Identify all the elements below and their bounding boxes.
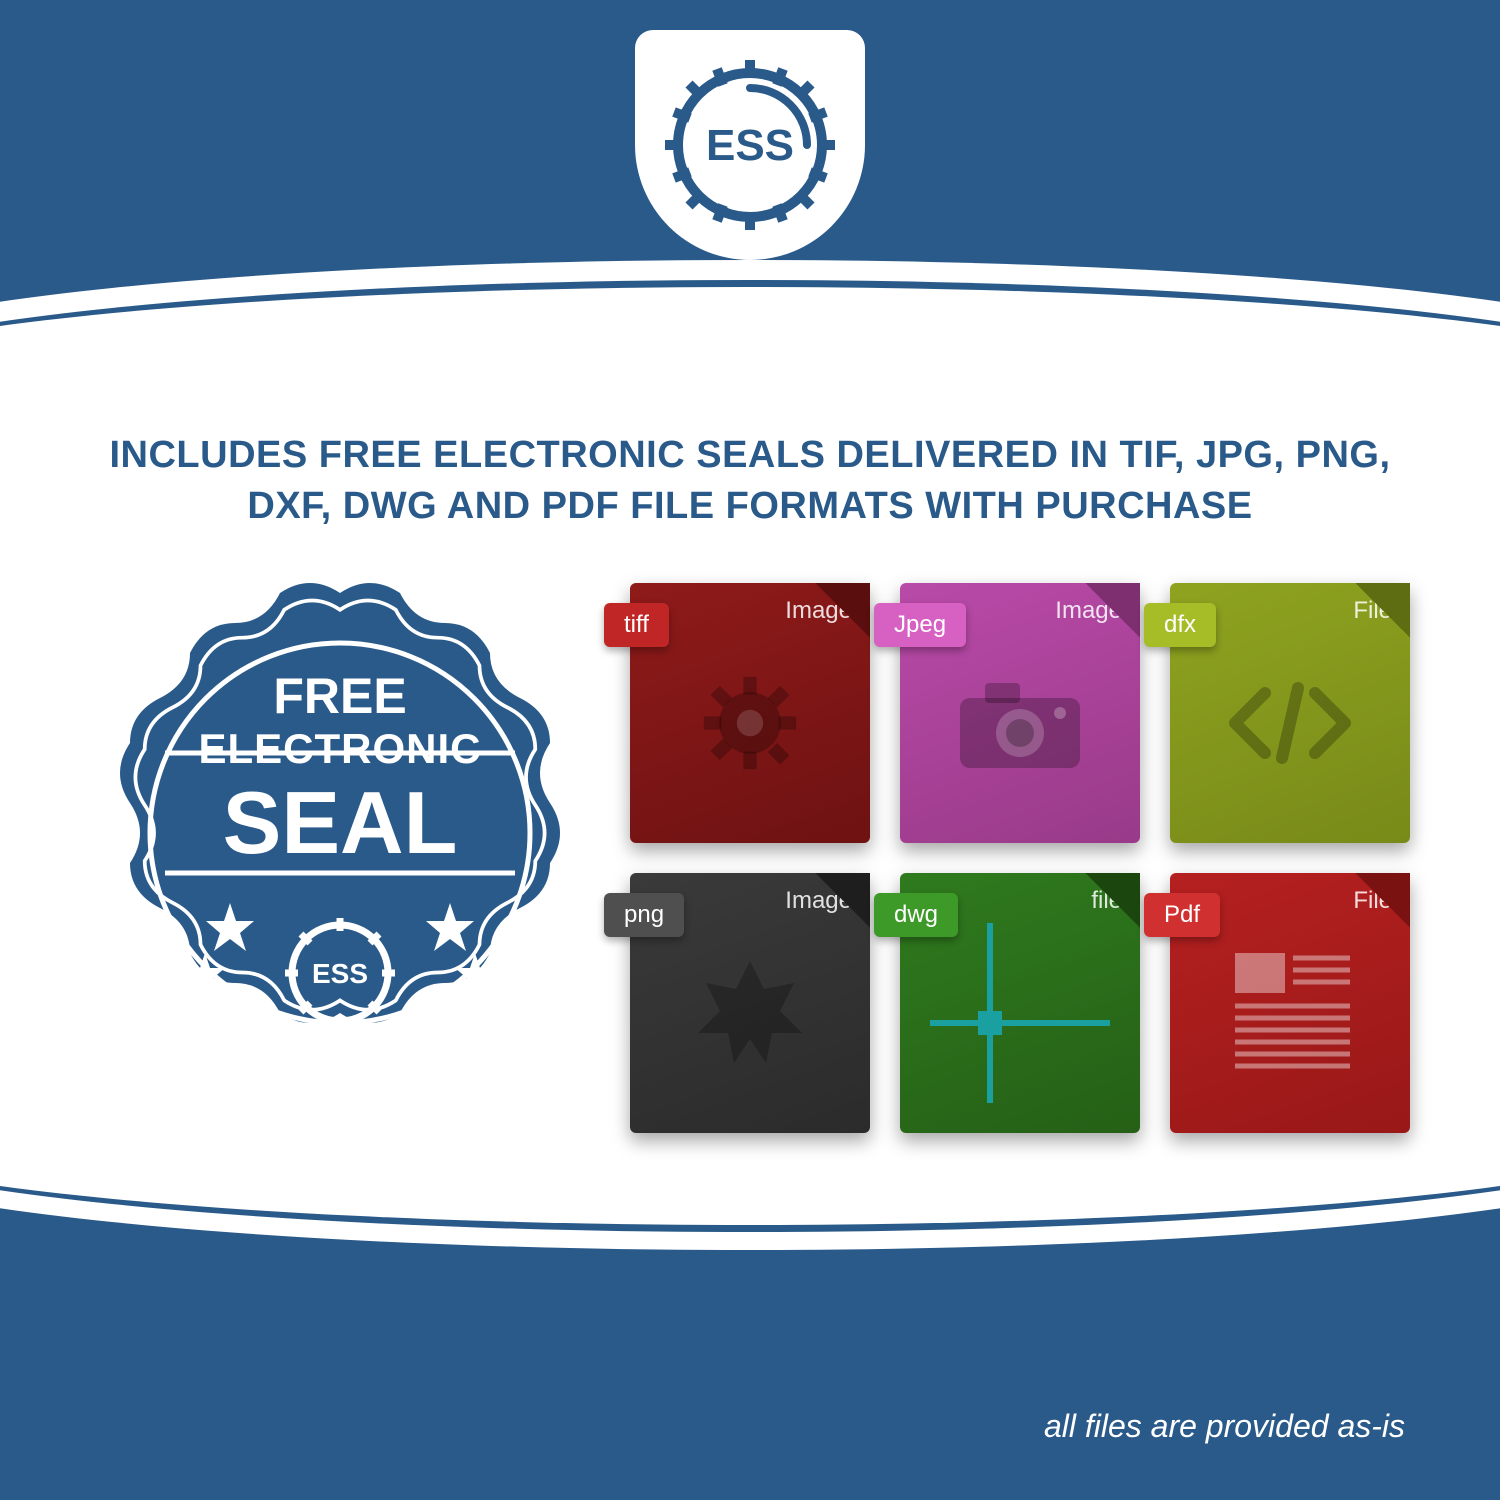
seal-line3: SEAL <box>223 773 458 872</box>
file-format-label: png <box>604 893 684 937</box>
file-glyph-icon <box>630 663 870 783</box>
seal-inner-text: ESS <box>312 958 368 989</box>
mid-panel: INCLUDES FREE ELECTRONIC SEALS DELIVERED… <box>0 330 1500 1183</box>
logo-shield: ESS <box>635 30 865 260</box>
seal-line2: ELECTRONIC <box>199 725 482 772</box>
file-icon-dfx: dfx File <box>1170 583 1410 843</box>
file-glyph-icon <box>1170 953 1410 1073</box>
file-format-label: dfx <box>1144 603 1216 647</box>
disclaimer-text: all files are provided as-is <box>1044 1408 1405 1445</box>
file-format-grid: tiff Image Jpeg Image dfx File png Image… <box>630 573 1440 1143</box>
file-format-label: Jpeg <box>874 603 966 647</box>
file-icon-tiff: tiff Image <box>630 583 870 843</box>
logo-text: ESS <box>706 121 794 170</box>
file-icon-pdf: Pdf File <box>1170 873 1410 1133</box>
file-format-label: Pdf <box>1144 893 1220 937</box>
file-glyph-icon <box>900 663 1140 783</box>
free-electronic-seal-badge: FREE ELECTRONIC SEAL <box>80 573 600 1093</box>
headline-text: INCLUDES FREE ELECTRONIC SEALS DELIVERED… <box>60 330 1440 573</box>
content-row: FREE ELECTRONIC SEAL <box>60 573 1440 1143</box>
file-icon-dwg: dwg file <box>900 873 1140 1133</box>
file-glyph-icon <box>630 953 870 1073</box>
file-glyph-icon <box>1170 663 1410 783</box>
seal-line1: FREE <box>273 668 406 724</box>
file-icon-png: png Image <box>630 873 870 1133</box>
file-format-label: tiff <box>604 603 669 647</box>
ess-gear-logo-icon: ESS <box>665 60 835 230</box>
file-icon-jpeg: Jpeg Image <box>900 583 1140 843</box>
file-glyph-icon <box>900 953 1140 1073</box>
